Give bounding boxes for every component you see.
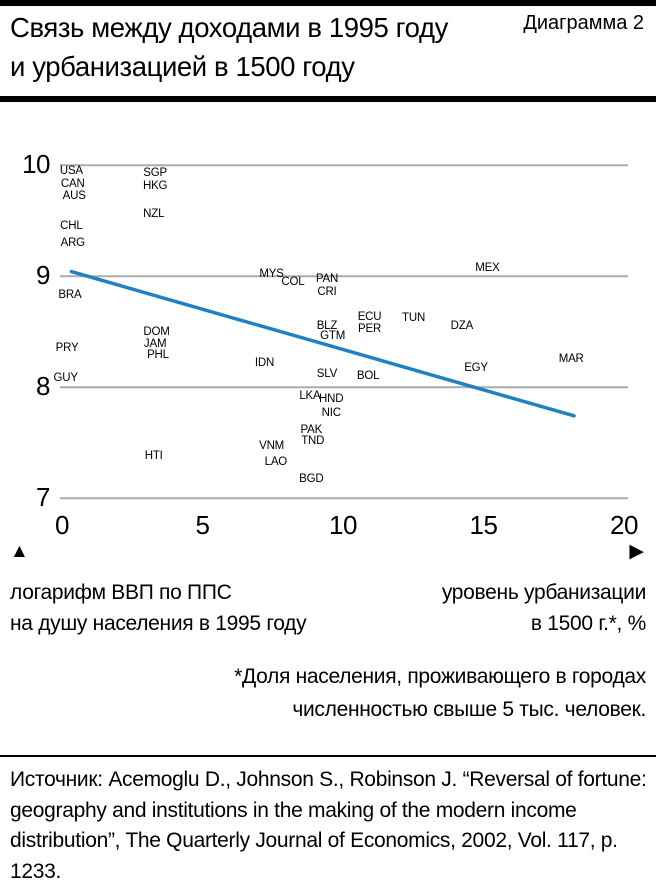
data-point-lao: LAO bbox=[264, 456, 288, 469]
data-point-hkg: HKG bbox=[142, 180, 168, 193]
data-point-chl: CHL bbox=[60, 220, 83, 233]
y-axis-caption: логарифм ВВП по ППС на душу населения в … bbox=[10, 577, 307, 639]
data-point-egy: EGY bbox=[464, 362, 488, 375]
data-point-jam: JAM bbox=[143, 337, 167, 350]
data-point-bra: BRA bbox=[58, 288, 82, 301]
data-point-bol: BOL bbox=[356, 369, 380, 382]
data-point-dom: DOM bbox=[143, 325, 170, 338]
y-tick-label: 8 bbox=[36, 370, 50, 401]
data-point-slv: SLV bbox=[316, 367, 338, 380]
top-rule bbox=[0, 0, 656, 6]
data-point-blz: BLZ bbox=[316, 319, 338, 332]
data-point-hti: HTI bbox=[144, 449, 163, 462]
y-tick-label: 7 bbox=[36, 481, 50, 512]
data-point-pan: PAN bbox=[315, 273, 339, 286]
trend-line bbox=[60, 165, 628, 498]
footnote-line2: численностью свыше 5 тыс. человек. bbox=[292, 698, 646, 721]
data-point-dza: DZA bbox=[450, 319, 474, 332]
x-axis-caption-line2: в 1500 г.*, % bbox=[530, 612, 646, 635]
data-point-col: COL bbox=[281, 275, 305, 288]
y-tick-label: 10 bbox=[22, 148, 50, 179]
data-point-idn: IDN bbox=[254, 356, 275, 369]
source-citation: Источник: Acemoglu D., Johnson S., Robin… bbox=[10, 768, 647, 883]
figure-title: Связь между доходами в 1995 году и урбан… bbox=[10, 8, 448, 86]
x-tick-label: 15 bbox=[469, 510, 498, 540]
data-point-pak: PAK bbox=[300, 424, 323, 437]
data-point-hnd: HND bbox=[319, 393, 344, 406]
data-point-lka: LKA bbox=[299, 389, 321, 402]
diagram-number-label: Диаграмма 2 bbox=[523, 12, 644, 34]
gridline bbox=[60, 386, 628, 388]
y-axis-caption-line1: логарифм ВВП по ППС bbox=[10, 581, 232, 604]
x-tick-label: 5 bbox=[195, 510, 210, 540]
data-point-cri: CRI bbox=[317, 285, 337, 298]
data-point-mys: MYS bbox=[259, 267, 284, 280]
y-axis-caption-line2: на душу населения в 1995 году bbox=[10, 612, 307, 635]
data-point-tun: TUN bbox=[402, 312, 426, 325]
footnote: *Доля населения, проживающего в городах … bbox=[234, 660, 646, 726]
x-tick-label: 20 bbox=[610, 510, 638, 540]
data-point-phl: PHL bbox=[147, 348, 169, 361]
data-point-guy: GUY bbox=[53, 372, 79, 385]
y-axis-arrow-icon: ▲ bbox=[10, 541, 29, 562]
source-rule bbox=[0, 755, 656, 757]
data-point-arg: ARG bbox=[60, 236, 86, 249]
x-tick-label: 10 bbox=[329, 510, 357, 540]
x-axis-caption: уровень урбанизации в 1500 г.*, % bbox=[442, 577, 646, 639]
gridline bbox=[60, 164, 628, 166]
x-tick-label: 0 bbox=[55, 510, 69, 540]
x-axis-arrow-icon: ▶ bbox=[629, 541, 644, 562]
figure-title-line1: Связь между доходами в 1995 году bbox=[10, 12, 448, 43]
data-point-usa: USA bbox=[59, 164, 83, 177]
y-tick-label: 9 bbox=[36, 259, 50, 290]
footnote-line1: *Доля населения, проживающего в городах bbox=[234, 665, 646, 688]
data-point-nic: NIC bbox=[321, 406, 341, 419]
data-point-ecu: ECU bbox=[357, 311, 382, 324]
data-point-nzl: NZL bbox=[143, 207, 165, 220]
data-point-per: PER bbox=[358, 323, 382, 336]
x-axis: 0 5 10 15 20 bbox=[55, 510, 638, 540]
gridline bbox=[60, 497, 628, 499]
plot-area: USA CAN AUS CHL ARG BRA PRY GUY SGP HKG NZL DOM JAM P… bbox=[54, 164, 628, 499]
figure-title-line2: и урбанизацией в 1500 году bbox=[10, 51, 355, 82]
y-axis: 10 9 8 7 bbox=[0, 149, 50, 512]
data-point-mar: MAR bbox=[558, 353, 584, 366]
data-point-bgd: BGD bbox=[299, 473, 324, 486]
data-point-can: CAN bbox=[60, 177, 85, 190]
data-point-aus: AUS bbox=[62, 190, 86, 203]
data-point-gtm: GTM bbox=[320, 329, 346, 342]
data-point-mex: MEX bbox=[475, 262, 500, 275]
data-point-tnd: TND bbox=[301, 435, 325, 448]
header-rule bbox=[0, 96, 656, 102]
x-axis-caption-line1: уровень урбанизации bbox=[441, 581, 646, 604]
data-point-sgp: SGP bbox=[143, 166, 167, 179]
data-point-pry: PRY bbox=[55, 342, 79, 355]
data-point-vnm: VNM bbox=[259, 439, 285, 452]
gridline bbox=[60, 275, 628, 277]
